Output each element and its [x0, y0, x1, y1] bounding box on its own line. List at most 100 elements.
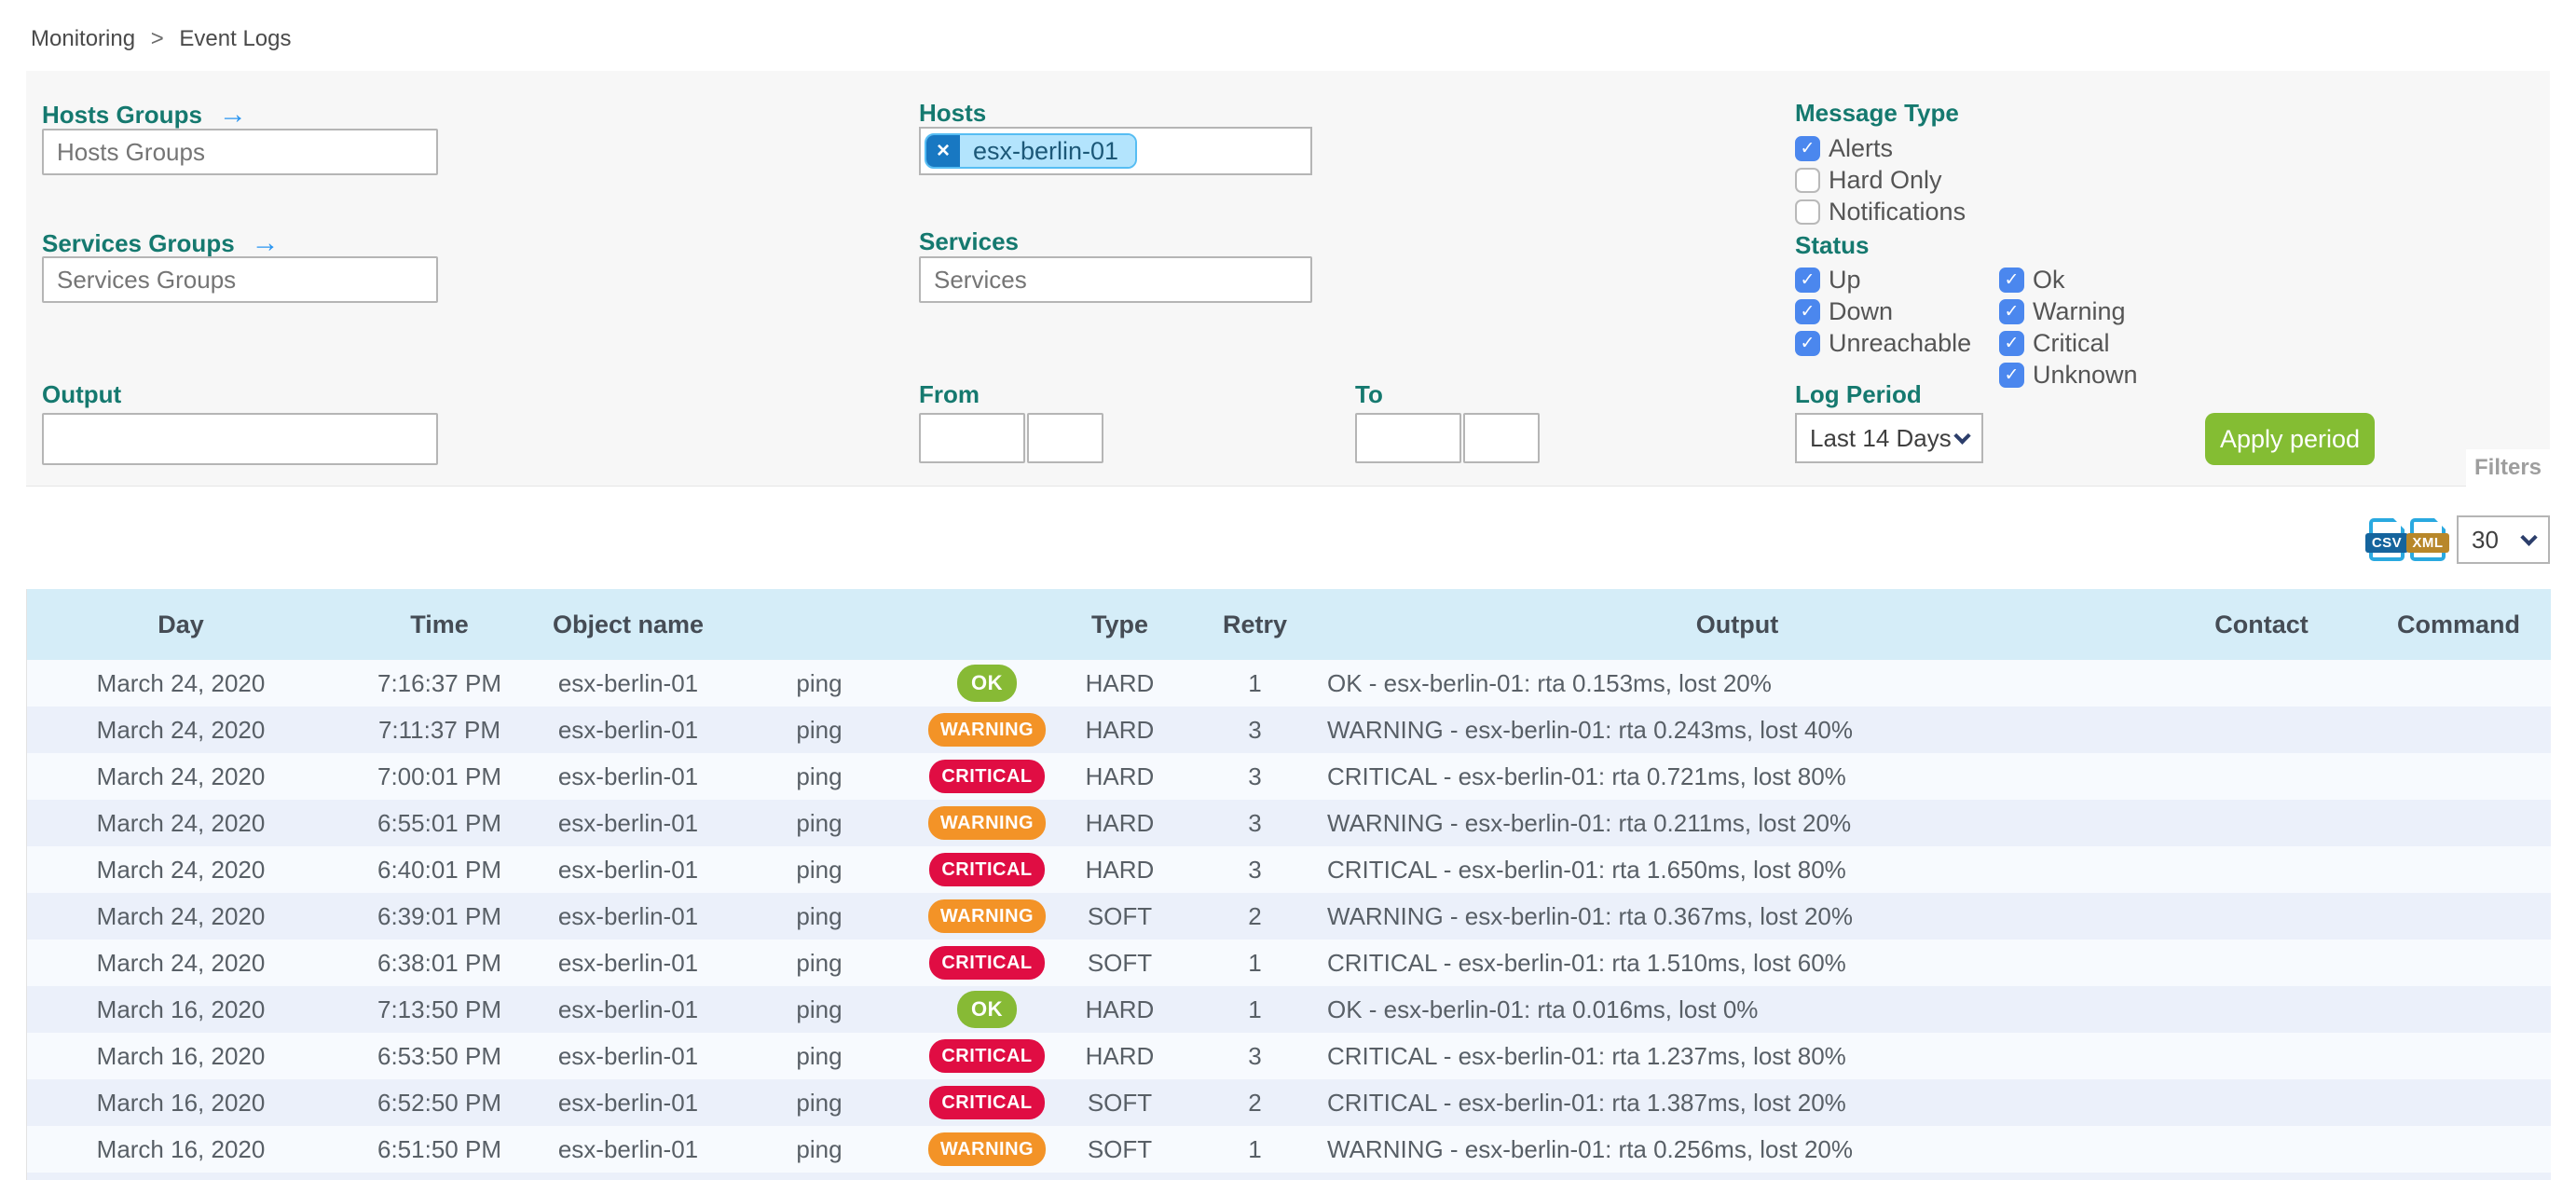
export-csv-icon[interactable]: CSV [2365, 518, 2408, 561]
status-badge: OK [957, 991, 1017, 1028]
filters-tab[interactable]: Filters [2466, 449, 2550, 487]
cell-contact [2157, 986, 2366, 1033]
chip-remove-icon[interactable]: × [926, 135, 960, 167]
cell-output: WARNING - esx-berlin-01: rta 0.256ms, lo… [1318, 1126, 2157, 1173]
column-header-contact[interactable]: Contact [2157, 589, 2366, 660]
to-time-input[interactable] [1463, 413, 1540, 463]
cell-time: 7:13:50 PM [335, 986, 544, 1033]
table-row[interactable]: March 16, 2020 6:52:50 PM esx-berlin-01 … [27, 1079, 2551, 1126]
unchecked-checkbox-icon[interactable] [1795, 199, 1820, 225]
cell-time: 6:55:01 PM [335, 800, 544, 846]
cell-retry: 1 [1192, 940, 1318, 986]
checked-checkbox-icon[interactable]: ✓ [1999, 363, 2024, 388]
apply-period-button[interactable]: Apply period [2205, 413, 2375, 465]
hosts-input[interactable]: × esx-berlin-01 [919, 127, 1312, 175]
output-input[interactable] [42, 413, 438, 465]
cell-time: 6:40:01 PM [335, 846, 544, 893]
checkbox-alerts[interactable]: ✓ Alerts [1795, 134, 1966, 162]
column-header-day[interactable]: Day [27, 589, 335, 660]
column-header-time[interactable]: Time [335, 589, 544, 660]
cell-contact [2157, 753, 2366, 800]
checked-checkbox-icon[interactable]: ✓ [1795, 299, 1820, 324]
checked-checkbox-icon[interactable]: ✓ [1795, 331, 1820, 356]
checkbox-label: Alerts [1829, 134, 1894, 162]
log-period-label: Log Period [1795, 380, 1922, 408]
cell-status: CRITICAL [926, 1033, 1048, 1079]
checkbox-notifications[interactable]: Notifications [1795, 198, 1966, 226]
arrow-right-icon[interactable]: → [251, 227, 280, 258]
cell-object-name: esx-berlin-01 [544, 1079, 712, 1126]
cell-contact [2157, 1079, 2366, 1126]
cell-status: WARNING [926, 1126, 1048, 1173]
breadcrumb-monitoring[interactable]: Monitoring [31, 26, 136, 51]
cell-command [2366, 753, 2551, 800]
export-xml-icon[interactable]: XML [2406, 518, 2449, 561]
chevron-down-icon [2520, 528, 2538, 546]
table-row[interactable]: March 24, 2020 7:16:37 PM esx-berlin-01 … [27, 660, 2551, 707]
checkbox-critical[interactable]: ✓ Critical [1999, 329, 2138, 357]
table-row[interactable]: March 24, 2020 6:39:01 PM esx-berlin-01 … [27, 893, 2551, 940]
table-row[interactable]: March 16, 2020 6:53:50 PM esx-berlin-01 … [27, 1033, 2551, 1079]
cell-time: 6:53:50 PM [335, 1033, 544, 1079]
checkbox-unreachable[interactable]: ✓ Unreachable [1795, 329, 1971, 357]
cell-output: CRITICAL - esx-berlin-01: rta 0.721ms, l… [1318, 753, 2157, 800]
cell-contact [2157, 800, 2366, 846]
checkbox-warning[interactable]: ✓ Warning [1999, 297, 2138, 325]
checked-checkbox-icon[interactable]: ✓ [1795, 136, 1820, 161]
cell-output: CRITICAL - esx-berlin-01: rta 1.387ms, l… [1318, 1079, 2157, 1126]
checked-checkbox-icon[interactable]: ✓ [1795, 268, 1820, 293]
checked-checkbox-icon[interactable]: ✓ [1999, 299, 2024, 324]
table-row[interactable]: March 24, 2020 6:40:01 PM esx-berlin-01 … [27, 846, 2551, 893]
filter-panel: Hosts Groups→ Services Groups→ Output Ho… [26, 71, 2550, 487]
arrow-right-icon[interactable]: → [218, 99, 247, 130]
cell-object-name: esx-berlin-01 [544, 753, 712, 800]
page-size-select[interactable]: 30 [2457, 515, 2550, 564]
services-input[interactable] [919, 256, 1312, 303]
column-header-retry[interactable]: Retry [1192, 589, 1318, 660]
column-header-object-name[interactable]: Object name [544, 589, 712, 660]
cell-day: March 24, 2020 [27, 893, 335, 940]
checkbox-ok[interactable]: ✓ Ok [1999, 266, 2138, 294]
table-row[interactable]: March 24, 2020 6:55:01 PM esx-berlin-01 … [27, 800, 2551, 846]
checkbox-down[interactable]: ✓ Down [1795, 297, 1971, 325]
cell-day: March 16, 2020 [27, 1033, 335, 1079]
export-row: CSV XML 30 [0, 515, 2550, 565]
to-date-input[interactable] [1355, 413, 1461, 463]
checkbox-hard-only[interactable]: Hard Only [1795, 166, 1966, 194]
from-date-input[interactable] [919, 413, 1025, 463]
cell-type: SOFT [1048, 893, 1192, 940]
unchecked-checkbox-icon[interactable] [1795, 168, 1820, 193]
cell-type: HARD [1048, 660, 1192, 707]
column-header-type[interactable]: Type [1048, 589, 1192, 660]
cell-command [2366, 1126, 2551, 1173]
checked-checkbox-icon[interactable]: ✓ [1999, 268, 2024, 293]
cell-command [2366, 893, 2551, 940]
cell-service: ping [712, 800, 926, 846]
chevron-down-icon [1953, 426, 1971, 445]
checkbox-unknown[interactable]: ✓ Unknown [1999, 361, 2138, 389]
cell-service: ping [712, 893, 926, 940]
table-row[interactable]: March 24, 2020 7:11:37 PM esx-berlin-01 … [27, 707, 2551, 753]
table-row[interactable]: March 24, 2020 7:00:01 PM esx-berlin-01 … [27, 753, 2551, 800]
checkbox-up[interactable]: ✓ Up [1795, 266, 1971, 294]
breadcrumb-event-logs[interactable]: Event Logs [179, 26, 292, 51]
table-row[interactable]: March 16, 2020 6:51:50 PM esx-berlin-01 … [27, 1126, 2551, 1173]
cell-service: ping [712, 1033, 926, 1079]
column-header-output[interactable]: Output [1318, 589, 2157, 660]
checked-checkbox-icon[interactable]: ✓ [1999, 331, 2024, 356]
host-chip: × esx-berlin-01 [925, 133, 1138, 169]
breadcrumb-separator: > [150, 26, 164, 51]
table-row[interactable]: March 24, 2020 6:38:01 PM esx-berlin-01 … [27, 940, 2551, 986]
hosts-label: Hosts [919, 99, 987, 127]
log-period-select[interactable]: Last 14 Days [1795, 413, 1983, 463]
cell-contact [2157, 707, 2366, 753]
from-time-input[interactable] [1027, 413, 1103, 463]
table-row[interactable]: March 16, 2020 7:13:50 PM esx-berlin-01 … [27, 986, 2551, 1033]
column-header-command[interactable]: Command [2366, 589, 2551, 660]
cell-object-name: esx-berlin-01 [544, 660, 712, 707]
services-groups-input[interactable] [42, 256, 438, 303]
cell-day: March 24, 2020 [27, 753, 335, 800]
cell-object-name: esx-berlin-01 [544, 986, 712, 1033]
cell-day: March 24, 2020 [27, 800, 335, 846]
hosts-groups-input[interactable] [42, 129, 438, 175]
